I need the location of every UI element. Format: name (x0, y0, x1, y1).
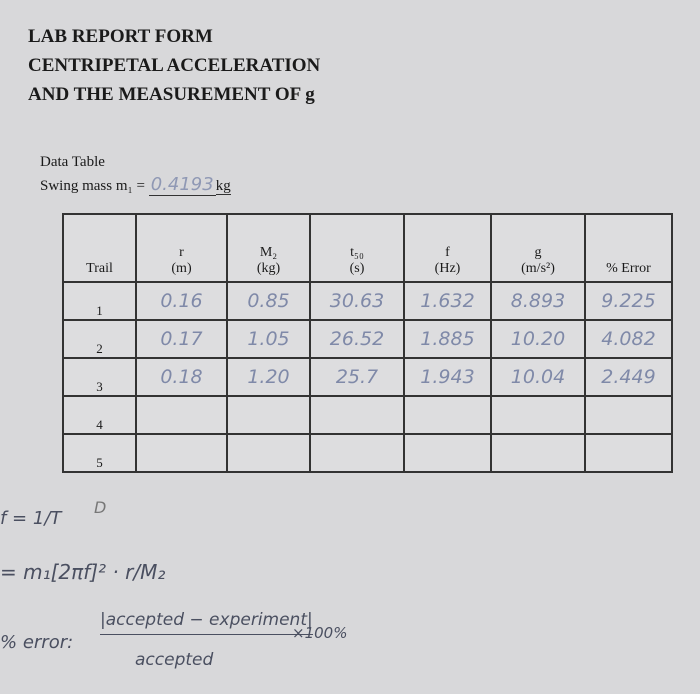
column-header: Trail (62, 213, 137, 283)
cell: 0.85 (226, 281, 311, 321)
cell: 4.082 (584, 319, 673, 359)
cell: 1.05 (226, 319, 311, 359)
cell: 1.632 (403, 281, 492, 321)
data-table-label: Data Table (40, 154, 105, 170)
cell (584, 433, 673, 473)
cell: 0.16 (135, 281, 228, 321)
cell (135, 433, 228, 473)
cell (403, 395, 492, 435)
cell (403, 433, 492, 473)
title-line: CENTRIPETAL ACCELERATION (28, 55, 321, 76)
cell (309, 433, 405, 473)
cell: 2.449 (584, 357, 673, 397)
note: f = 1/T (0, 508, 62, 529)
trail-cell: 3 (62, 357, 137, 397)
cell: 0.17 (135, 319, 228, 359)
trail-cell: 5 (62, 433, 137, 473)
title-line: AND THE MEASUREMENT OF g (28, 84, 315, 105)
cell: 1.943 (403, 357, 492, 397)
cell (490, 395, 586, 435)
table-row: 5 (62, 433, 673, 473)
column-header: f (Hz) (403, 213, 492, 283)
swing-mass-label: Swing mass m₁ = (40, 178, 145, 194)
cell: 1.20 (226, 357, 311, 397)
cell (490, 433, 586, 473)
note: ×100% (292, 624, 348, 642)
table-row: 2 0.17 1.05 26.52 1.885 10.20 4.082 (62, 319, 673, 359)
column-header: g (m/s²) (490, 213, 586, 283)
cell: 26.52 (309, 319, 405, 359)
cell (584, 395, 673, 435)
title: LAB REPORT FORM CENTRIPETAL ACCELERATION… (28, 22, 320, 109)
column-header: t₅₀ (s) (309, 213, 405, 283)
note: accepted (135, 650, 214, 670)
trail-cell: 2 (62, 319, 137, 359)
trail-cell: 1 (62, 281, 137, 321)
cell: 8.893 (490, 281, 586, 321)
title-line: LAB REPORT FORM (28, 26, 213, 47)
swing-mass-unit: kg (215, 178, 231, 195)
header-row: Trail r (m) M₂ (kg) t₅₀ (s) f (Hz) g (m/s²)% … (62, 213, 673, 283)
trail-cell: 4 (62, 395, 137, 435)
cell: 9.225 (584, 281, 673, 321)
column-header: % Error (584, 213, 673, 283)
table-row: 1 0.16 0.85 30.63 1.632 8.893 9.225 (62, 281, 673, 321)
table-row: 4 (62, 395, 673, 435)
cell (135, 395, 228, 435)
cell (226, 433, 311, 473)
cell (309, 395, 405, 435)
column-header: M₂ (kg) (226, 213, 311, 283)
column-header: r (m) (135, 213, 228, 283)
note: % error: (0, 632, 74, 653)
data-table: Trail r (m) M₂ (kg) t₅₀ (s) f (Hz) g (m/s²)% … (62, 213, 673, 473)
swing-mass-value: 0.4193 (148, 174, 216, 196)
cell (226, 395, 311, 435)
cell: 25.7 (309, 357, 405, 397)
cell: 1.885 (403, 319, 492, 359)
note: D (94, 498, 107, 517)
table-row: 3 0.18 1.20 25.7 1.943 10.04 2.449 (62, 357, 673, 397)
cell: 10.20 (490, 319, 586, 359)
note: |accepted − experiment| (100, 610, 313, 635)
cell: 30.63 (309, 281, 405, 321)
swing-mass: Swing mass m₁ = 0.4193 kg (40, 174, 231, 196)
cell: 0.18 (135, 357, 228, 397)
note: = m₁[2πf]² · r/M₂ (0, 560, 166, 584)
cell: 10.04 (490, 357, 586, 397)
